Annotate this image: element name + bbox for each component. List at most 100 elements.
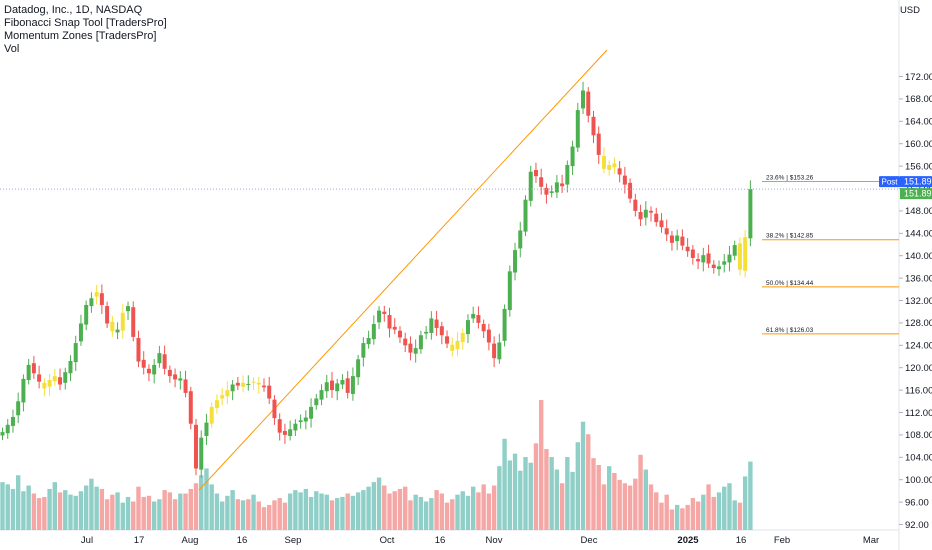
candle-body — [408, 343, 413, 353]
volume-bar — [633, 478, 638, 530]
candle-body — [502, 308, 507, 341]
volume-bar — [732, 500, 737, 530]
y-tick-label: 132.00 — [905, 296, 932, 307]
fib-trend-line — [198, 49, 608, 491]
candle-body — [675, 235, 680, 242]
candle-body — [152, 364, 157, 375]
volume-bar — [680, 508, 685, 530]
x-tick-label: Dec — [581, 535, 598, 546]
candle-body — [628, 182, 633, 199]
candle-body — [94, 292, 99, 297]
candle-body — [460, 332, 465, 342]
volume-bar — [329, 500, 335, 530]
volume-bar — [565, 457, 570, 530]
indicator-volume-label[interactable]: Vol — [4, 43, 20, 55]
candle-body — [727, 254, 732, 263]
candle-body — [136, 338, 141, 362]
time-axis[interactable]: Jul 17 Aug 16 Sep Oct 16 Nov Dec 2025 16 Feb Mar — [81, 535, 879, 546]
currency-label[interactable]: USD — [899, 5, 920, 16]
candle-body — [507, 271, 512, 311]
candle-body — [711, 264, 716, 269]
candle-body — [10, 416, 15, 426]
volume-bar — [52, 482, 57, 530]
candle-body — [78, 323, 83, 342]
post-price-badge — [900, 176, 932, 188]
volume-bar — [392, 491, 397, 530]
volume-bar — [403, 486, 408, 530]
y-tick-label: 164.00 — [905, 117, 932, 128]
candle-body — [554, 182, 559, 193]
fib-level-label: 61.8% | $126.03 — [766, 327, 814, 334]
candle-body — [387, 315, 392, 329]
volume-bar — [73, 495, 78, 530]
volume-bar — [460, 491, 465, 530]
chart-grid — [0, 0, 900, 550]
candle-body — [267, 385, 272, 399]
x-tick-label: 17 — [134, 535, 145, 546]
candle-body — [298, 420, 303, 423]
candle-body — [47, 380, 52, 387]
volume-bar — [214, 493, 220, 530]
volume-bar — [298, 492, 303, 530]
candle-body — [523, 199, 528, 232]
candle-body — [157, 353, 162, 364]
candle-body — [5, 424, 10, 434]
candle-body — [0, 432, 5, 436]
volume-bar — [408, 500, 413, 530]
x-tick-label: Nov — [486, 535, 503, 546]
candle-body — [162, 354, 167, 369]
candle-body — [601, 156, 606, 169]
candle-body — [445, 336, 450, 344]
volume-bar — [5, 484, 10, 530]
candle-body — [737, 243, 742, 270]
candle-body — [146, 368, 151, 374]
volume-bar — [533, 443, 539, 530]
x-tick-label: Oct — [380, 535, 395, 546]
volume-bars — [0, 400, 753, 530]
candle-body — [199, 437, 204, 470]
candle-body — [743, 237, 748, 271]
candle-body — [617, 168, 622, 175]
volume-bar — [94, 486, 99, 530]
volume-bar — [523, 457, 528, 530]
volume-bar — [727, 483, 732, 530]
volume-bar — [83, 485, 89, 530]
volume-bar — [63, 490, 68, 530]
volume-bar — [246, 499, 251, 530]
volume-bar — [99, 488, 105, 530]
price-axis[interactable]: 172.00168.00164.00160.00156.00152.00148.… — [899, 72, 932, 531]
x-tick-label: 16 — [736, 535, 747, 546]
volume-bar — [324, 494, 329, 530]
candle-body — [565, 164, 570, 185]
y-tick-label: 92.00 — [905, 520, 929, 531]
x-tick-label: Feb — [774, 535, 790, 546]
candle-body — [382, 311, 387, 314]
volume-bar — [507, 460, 513, 530]
candle-body — [99, 293, 104, 305]
volume-bar — [716, 492, 722, 530]
candle-body — [465, 320, 470, 335]
candle-body — [476, 315, 481, 323]
volume-bar — [570, 471, 575, 530]
candle-body — [183, 379, 188, 393]
volume-bar — [319, 493, 324, 530]
x-tick-label: Mar — [863, 535, 879, 546]
volume-bar — [162, 490, 167, 530]
indicator-fibonacci-label[interactable]: Fibonacci Snap Tool [TradersPro] — [4, 17, 167, 29]
last-price-badge — [900, 188, 932, 200]
indicator-momentum-label[interactable]: Momentum Zones [TradersPro] — [4, 30, 157, 42]
volume-bar — [612, 473, 617, 530]
volume-bar — [648, 484, 654, 530]
candle-body — [272, 399, 277, 419]
candle-body — [214, 400, 219, 409]
candle-body — [52, 376, 57, 382]
candle-body — [89, 298, 94, 307]
candle-body — [638, 212, 643, 220]
volume-bar — [455, 494, 460, 530]
volume-bar — [559, 483, 565, 530]
candle-body — [141, 359, 146, 368]
volume-bar — [376, 477, 382, 530]
candle-body — [607, 164, 612, 171]
volume-bar — [580, 421, 586, 530]
